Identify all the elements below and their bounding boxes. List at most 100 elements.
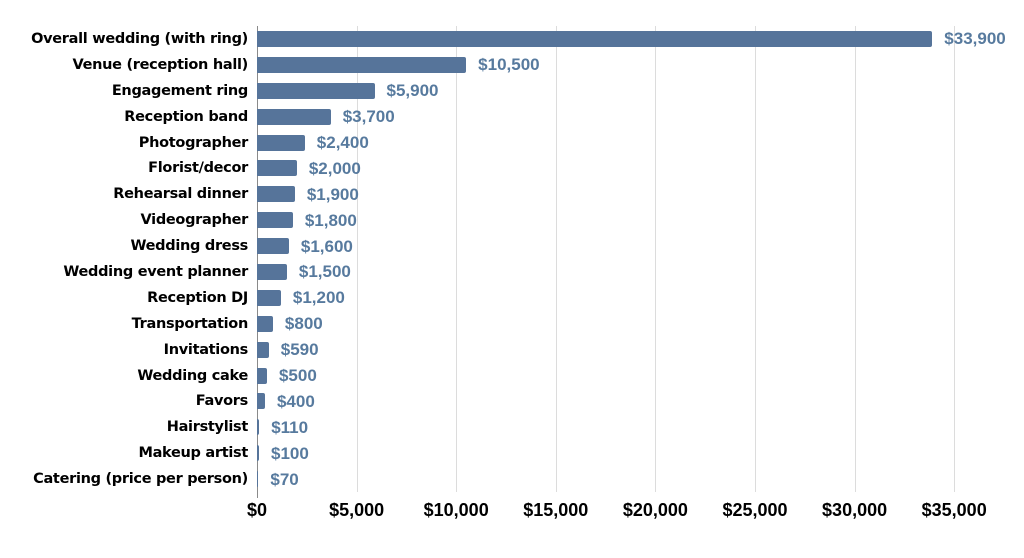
bar-track: $590: [257, 337, 1024, 363]
bar: [257, 212, 293, 229]
value-label: $100: [270, 443, 309, 463]
value-label: $400: [276, 391, 315, 411]
bar: [257, 30, 933, 47]
bar: [257, 445, 259, 462]
bar-row: Catering (price per person) $70: [0, 466, 1024, 492]
bar-track: $800: [257, 311, 1024, 337]
bar: [257, 289, 281, 306]
bar-row: Florist/decor $2,000: [0, 155, 1024, 181]
gridline: [356, 26, 358, 492]
value-label: $1,600: [300, 236, 353, 256]
bar-track: $5,900: [257, 78, 1024, 104]
gridline: [555, 26, 557, 492]
bar-row: Wedding dress $1,600: [0, 233, 1024, 259]
category-label: Overall wedding (with ring): [31, 30, 248, 47]
value-label: $1,200: [292, 288, 345, 308]
value-label: $1,500: [298, 262, 351, 282]
category-label: Favors: [195, 393, 249, 410]
x-tick-label: $35,000: [921, 500, 987, 520]
value-label: $110: [271, 417, 309, 437]
bar-row: Wedding cake $500: [0, 363, 1024, 389]
bar-track: $2,400: [257, 130, 1024, 156]
x-tick-label: $15,000: [523, 500, 589, 520]
bar-rows: Overall wedding (with ring) $33,900 Venue …: [0, 26, 1024, 492]
bar-track: $1,800: [257, 207, 1024, 233]
category-label: Engagement ring: [111, 82, 248, 99]
x-tick-label: $25,000: [722, 500, 788, 520]
bar-row: Transportation $800: [0, 311, 1024, 337]
bar: [257, 108, 331, 125]
bar-row: Overall wedding (with ring) $33,900: [0, 26, 1024, 52]
category-label: Wedding cake: [137, 367, 248, 384]
bar-row: Venue (reception hall) $10,500: [0, 52, 1024, 78]
bar: [257, 238, 289, 255]
bar-track: $100: [257, 440, 1024, 466]
category-label: Hairstylist: [166, 419, 249, 436]
value-label: $800: [284, 314, 323, 334]
bar: [257, 56, 467, 73]
y-axis-line: [257, 26, 258, 498]
bar-row: Wedding event planner $1,500: [0, 259, 1024, 285]
bar: [257, 341, 269, 358]
bar-row: Hairstylist $110: [0, 414, 1024, 440]
bar-row: Invitations $590: [0, 337, 1024, 363]
value-label: $3,700: [342, 107, 395, 127]
bar-row: Photographer $2,400: [0, 130, 1024, 156]
bar-track: $400: [257, 388, 1024, 414]
category-label: Venue (reception hall): [72, 56, 248, 73]
bar: [257, 134, 305, 151]
category-label: Makeup artist: [138, 445, 248, 462]
value-label: $590: [280, 340, 319, 360]
bar: [257, 393, 265, 410]
bar-row: Favors $400: [0, 388, 1024, 414]
category-label: Reception band: [124, 108, 248, 125]
bar-track: $1,600: [257, 233, 1024, 259]
gridline: [456, 26, 458, 492]
x-tick-label: $20,000: [622, 500, 688, 520]
bar: [257, 367, 267, 384]
bar-track: $10,500: [257, 52, 1024, 78]
bar-track: $70: [257, 466, 1024, 492]
bar: [257, 160, 297, 177]
category-label: Wedding dress: [130, 238, 248, 255]
value-label: $10,500: [478, 55, 540, 75]
gridline: [854, 26, 856, 492]
bar: [257, 471, 259, 488]
bar: [257, 419, 260, 436]
x-tick-label: $0: [246, 500, 268, 520]
gridline: [755, 26, 756, 492]
category-label: Invitations: [163, 341, 249, 358]
gridline: [954, 26, 956, 492]
value-label: $1,900: [306, 184, 359, 204]
bar-track: $1,200: [257, 285, 1024, 311]
bar-track: $3,700: [257, 104, 1024, 130]
bar: [257, 315, 273, 332]
bar-track: $33,900: [257, 26, 1024, 52]
value-label: $500: [278, 366, 317, 386]
value-label: $33,900: [944, 29, 1006, 49]
category-label: Florist/decor: [148, 160, 248, 177]
category-label: Rehearsal dinner: [113, 186, 248, 203]
value-label: $70: [270, 469, 299, 489]
bar-track: $2,000: [257, 155, 1024, 181]
category-label: Videographer: [140, 212, 248, 229]
gridline: [655, 26, 657, 492]
category-label: Reception DJ: [147, 289, 248, 306]
category-label: Photographer: [138, 134, 249, 151]
bar-row: Reception DJ $1,200: [0, 285, 1024, 311]
bar-track: $110: [257, 414, 1024, 440]
category-label: Catering (price per person): [33, 471, 248, 488]
bar-row: Makeup artist $100: [0, 440, 1024, 466]
bar: [257, 186, 295, 203]
bar-track: $1,500: [257, 259, 1024, 285]
value-label: $2,000: [308, 158, 361, 178]
x-tick-label: $10,000: [423, 500, 489, 520]
x-tick-label: $30,000: [822, 500, 888, 520]
bar-row: Engagement ring $5,900: [0, 78, 1024, 104]
category-label: Wedding event planner: [63, 263, 248, 280]
x-tick-label: $5,000: [329, 500, 385, 520]
bar-track: $500: [257, 363, 1024, 389]
bar-row: Videographer $1,800: [0, 207, 1024, 233]
value-label: $5,900: [386, 81, 439, 101]
